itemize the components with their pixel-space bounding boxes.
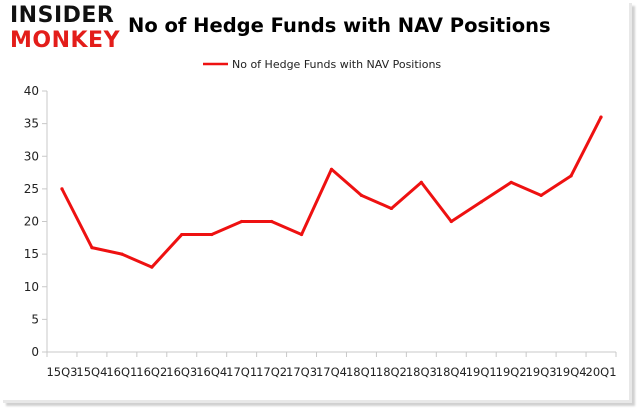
y-tick-label: 10 — [24, 280, 39, 294]
data-point — [270, 219, 274, 224]
series-line — [60, 115, 603, 269]
data-point — [210, 232, 214, 237]
chart-legend: No of Hedge Funds with NAV Positions — [203, 58, 441, 71]
x-tick-label: 18Q3 — [406, 365, 437, 379]
logo-text-monkey: MONKEY — [10, 28, 121, 53]
x-tick-label: 19Q4 — [556, 365, 587, 379]
y-axis: 0 5 10 15 20 25 30 35 40 — [24, 84, 48, 359]
data-point — [90, 246, 94, 250]
x-tick-label: 19Q1 — [466, 365, 497, 379]
data-point — [120, 252, 124, 256]
data-point — [509, 180, 513, 184]
chart-title: No of Hedge Funds with NAV Positions — [128, 14, 551, 37]
y-tick-label: 0 — [31, 345, 39, 359]
data-point — [449, 219, 453, 224]
x-tick-label: 20Q1 — [586, 365, 617, 379]
x-tick-label: 17Q3 — [286, 365, 317, 379]
x-tick-label: 17Q1 — [226, 365, 257, 379]
data-point — [359, 193, 364, 197]
data-point — [479, 200, 483, 204]
chart-frame: INSIDER MONKEY No of Hedge Funds with NA… — [10, 2, 617, 379]
x-tick-label: 15Q3 — [46, 365, 77, 379]
legend-label: No of Hedge Funds with NAV Positions — [232, 58, 441, 71]
x-tick-label: 19Q3 — [526, 365, 557, 379]
data-point — [240, 219, 244, 224]
x-tick-label: 16Q2 — [136, 365, 167, 379]
data-point — [389, 206, 393, 211]
line-chart: No of Hedge Funds with NAV Positions 0 5 1… — [24, 58, 617, 379]
data-point — [60, 187, 64, 191]
y-tick-label: 30 — [24, 149, 39, 163]
y-tick-label: 20 — [24, 215, 39, 229]
data-point — [150, 265, 154, 269]
x-tick-label: 19Q2 — [496, 365, 527, 379]
series-group — [60, 115, 603, 269]
x-tick-label: 16Q1 — [106, 365, 137, 379]
logo-text-insider: INSIDER — [10, 3, 115, 28]
x-tick-label: 16Q4 — [196, 365, 227, 379]
y-tick-label: 25 — [24, 182, 39, 196]
y-tick-label: 5 — [31, 312, 39, 326]
insider-monkey-logo: INSIDER MONKEY — [10, 2, 120, 58]
data-point — [569, 174, 573, 178]
data-point — [329, 167, 334, 171]
x-tick-label: 17Q4 — [316, 365, 347, 379]
x-tick-label: 18Q4 — [436, 365, 467, 379]
data-point — [599, 115, 603, 119]
x-tick-label: 18Q2 — [376, 365, 407, 379]
x-tick-label: 17Q2 — [256, 365, 287, 379]
data-point — [539, 193, 543, 197]
data-point — [299, 232, 304, 237]
y-tick-label: 15 — [24, 247, 39, 261]
y-tick-label: 35 — [24, 117, 39, 131]
x-tick-label: 18Q1 — [346, 365, 377, 379]
x-axis: 15Q315Q416Q116Q216Q316Q417Q117Q217Q317Q4… — [46, 351, 617, 379]
data-point — [419, 180, 423, 184]
x-tick-label: 15Q4 — [76, 365, 107, 379]
data-point — [180, 232, 184, 237]
y-tick-label: 40 — [24, 84, 39, 98]
x-tick-label: 16Q3 — [166, 365, 197, 379]
